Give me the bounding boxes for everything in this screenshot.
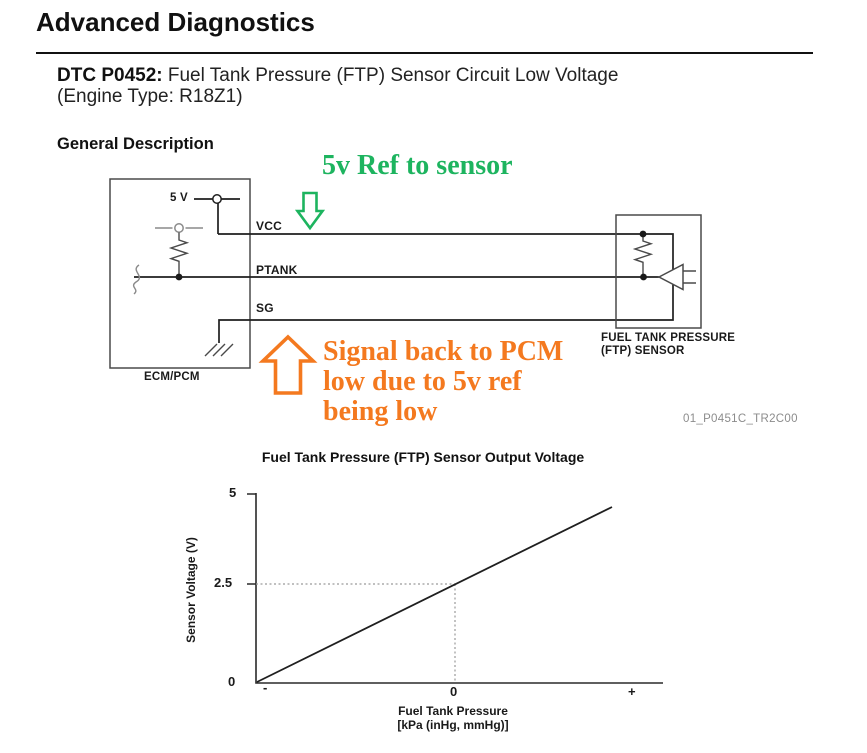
x-tick-minus: - xyxy=(263,680,268,695)
chart-axes xyxy=(255,493,663,684)
dtc-line1: DTC P0452: Fuel Tank Pressure (FTP) Sens… xyxy=(57,65,619,87)
sensor-box xyxy=(615,214,702,329)
supply-5v-line xyxy=(194,198,240,234)
orange-annotation-line2: low due to 5v ref xyxy=(323,366,522,397)
ecm-box xyxy=(109,178,251,369)
sensor-name-line1: FUEL TANK PRESSURE xyxy=(601,332,736,344)
y-axis-label: Sensor Voltage (V) xyxy=(184,537,198,643)
reference-dotted-lines xyxy=(256,583,456,683)
label-ecm-pcm: ECM/PCM xyxy=(144,371,200,383)
x-tick-plus: + xyxy=(628,684,636,699)
pullup-resistor xyxy=(168,232,190,277)
chart-title: Fuel Tank Pressure (FTP) Sensor Output V… xyxy=(261,449,585,465)
page-title: Advanced Diagnostics xyxy=(36,7,315,37)
label-ptank: PTANK xyxy=(256,263,298,277)
y-tick-0: 0 xyxy=(228,674,236,689)
dtc-engine-type: (Engine Type: R18Z1) xyxy=(57,85,243,107)
label-sg: SG xyxy=(256,301,274,315)
section-heading: General Description xyxy=(57,135,214,153)
orange-annotation-line3: being low xyxy=(323,396,438,427)
green-annotation-text: 5v Ref to sensor xyxy=(322,150,513,181)
supply-connector-circle xyxy=(212,194,222,204)
vcc-sg-wire-loop xyxy=(218,233,674,343)
ground-symbol-icon xyxy=(204,343,234,357)
figure-code: 01_P0451C_TR2C00 xyxy=(683,413,798,425)
dtc-code: DTC P0452: xyxy=(57,65,163,86)
opamp-triangle-icon xyxy=(657,263,684,291)
y-axis-ticks xyxy=(247,493,256,585)
label-vcc: VCC xyxy=(256,219,282,233)
y-tick-2-5: 2.5 xyxy=(214,575,233,590)
dtc-description: Fuel Tank Pressure (FTP) Sensor Circuit … xyxy=(162,65,619,86)
orange-annotation-text: Signal back to PCM low due to 5v ref bei… xyxy=(323,337,563,427)
opamp-output-stubs xyxy=(683,270,696,284)
dtc-heading: DTC P0452: Fuel Tank Pressure (FTP) Sens… xyxy=(57,65,619,107)
orange-annotation-line1: Signal back to PCM xyxy=(323,336,564,367)
junction-dot-sensor-top xyxy=(639,230,647,238)
label-5v: 5 V xyxy=(170,192,188,204)
junction-dot-sensor-mid xyxy=(640,273,647,281)
sensor-resistor xyxy=(632,234,654,277)
title-underline xyxy=(36,52,813,54)
orange-up-block-arrow-icon xyxy=(258,334,318,395)
sensor-output-line xyxy=(256,506,613,683)
x-axis-label-line2: [kPa (inHg, mmHg)] xyxy=(397,718,509,732)
green-down-block-arrow-icon xyxy=(294,191,326,231)
wire-break-squiggle-icon xyxy=(132,264,141,295)
sensor-name-line2: (FTP) SENSOR xyxy=(601,345,685,357)
x-tick-zero: 0 xyxy=(450,684,458,699)
x-axis-label-line1: Fuel Tank Pressure xyxy=(398,704,508,718)
y-tick-5: 5 xyxy=(229,485,237,500)
x-axis-label: Fuel Tank Pressure [kPa (inHg, mmHg)] xyxy=(353,704,553,732)
internal-connector-circle xyxy=(174,223,184,233)
